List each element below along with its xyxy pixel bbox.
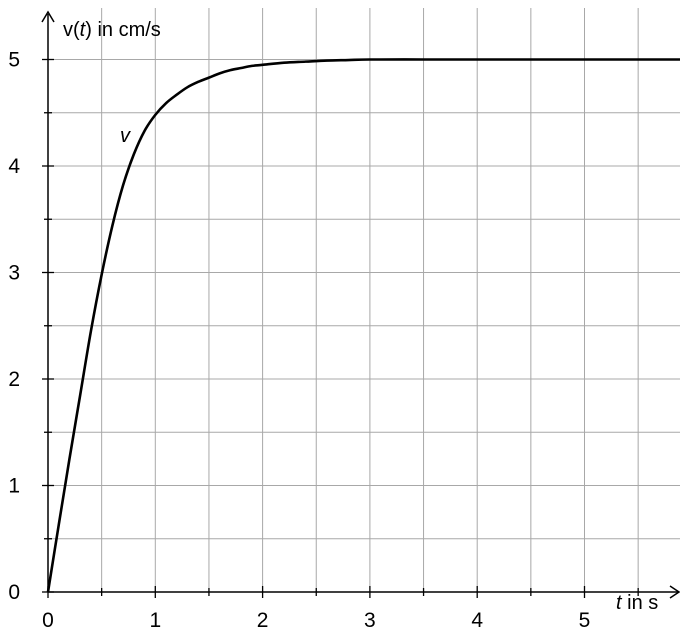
y-axis-label: v(t) in cm/s: [63, 19, 161, 41]
y-tick-label-5: 5: [8, 49, 20, 72]
x-tick-label-4: 4: [471, 609, 483, 632]
axes: [41, 10, 680, 599]
series-label-v: v: [120, 125, 131, 147]
series-line-v: [46, 58, 680, 593]
x-tick-label-0: 0: [42, 609, 54, 632]
x-tick-label-2: 2: [257, 609, 269, 632]
y-tick-label-0: 0: [8, 581, 20, 604]
x-tick-label-1: 1: [149, 609, 161, 632]
y-axis-arrow: [41, 10, 55, 23]
x-axis-label: t in s: [616, 592, 658, 614]
x-tick-label-5: 5: [579, 609, 591, 632]
y-tick-label-3: 3: [8, 262, 20, 285]
x-tick-label-3: 3: [364, 609, 376, 632]
grid: [48, 8, 680, 592]
y-tick-label-1: 1: [8, 475, 20, 498]
tick-labels: 0 1 2 3 4 5 0 1 2 3 4 5: [8, 49, 590, 633]
x-axis-arrow: [669, 585, 680, 599]
y-tick-label-4: 4: [8, 155, 20, 178]
ticks: [42, 58, 639, 598]
y-tick-label-2: 2: [8, 368, 20, 391]
